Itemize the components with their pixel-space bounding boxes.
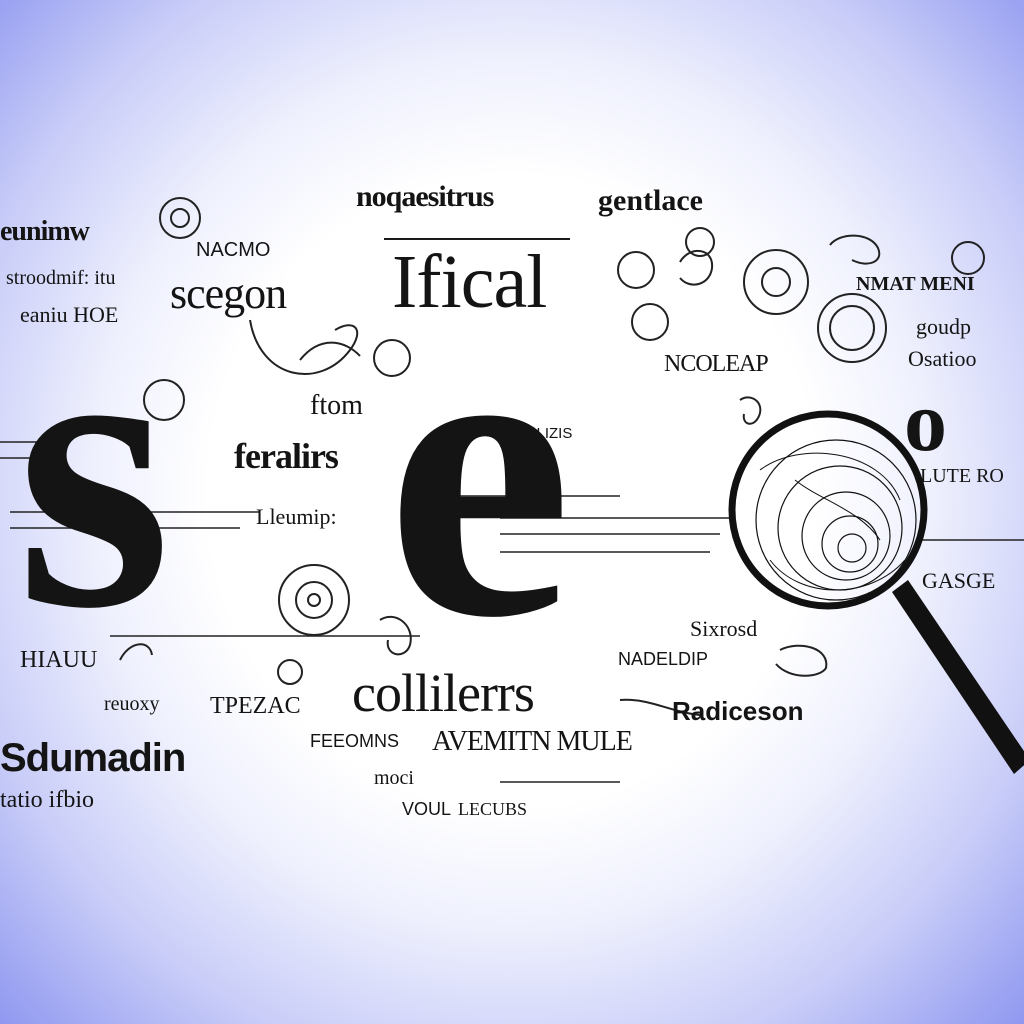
word-osatioo: Osatioo <box>908 346 977 371</box>
word-moci: moci <box>374 767 414 789</box>
word-lute-ro: LUTE RO <box>920 465 1004 487</box>
word-reuoxy: reuoxy <box>104 693 160 715</box>
word-ftom: ftom <box>310 390 363 421</box>
word-stroodmif: stroodmif: itu <box>6 267 116 289</box>
word-tatio: tatio ifbio <box>0 787 94 813</box>
word-voul: VOUL <box>402 799 452 819</box>
word-feralirs: feralirs <box>234 436 339 476</box>
word-radiceson: Radiceson <box>672 696 804 726</box>
word-noqaesitrus: noqaesitrus <box>356 180 494 213</box>
word-feeomns: FEEOMNS <box>310 731 400 751</box>
word-hiauu: HIAUU <box>20 647 98 673</box>
title-rule <box>384 238 570 240</box>
word-anolizis: ANOLIZIS <box>504 425 573 442</box>
word-ifical: Ifical <box>392 240 547 324</box>
word-gentlace: gentlace <box>598 184 703 217</box>
word-lecubs: LECUBS <box>458 799 528 819</box>
word-scegon: scegon <box>170 269 287 318</box>
big-letter-o: o <box>904 373 947 469</box>
word-nmat: NMAT MENI <box>856 273 975 295</box>
word-tpezac: TPEZAC <box>210 693 301 719</box>
word-goudp: goudp <box>916 314 971 339</box>
big-letter-e: e <box>386 239 573 704</box>
word-eaniu-hoe: eaniu HOE <box>20 302 119 327</box>
word-nadeldip: NADELDIP <box>618 649 709 669</box>
big-letter-s: s <box>16 248 172 691</box>
word-sdumadin: Sdumadin <box>0 736 186 780</box>
word-collilerrs: collilerrs <box>352 663 535 723</box>
word-eunimw: eunimw <box>0 216 90 247</box>
word-gasge: GASGE <box>922 568 996 593</box>
word-sixrosd: Sixrosd <box>690 616 758 641</box>
word-avemitn: AVEMITN MULE <box>432 726 633 757</box>
word-ncoleap: NCOLEAP <box>664 351 769 377</box>
word-lleumip: Lleumip: <box>256 504 337 529</box>
word-nacmo: NACMO <box>196 239 271 261</box>
